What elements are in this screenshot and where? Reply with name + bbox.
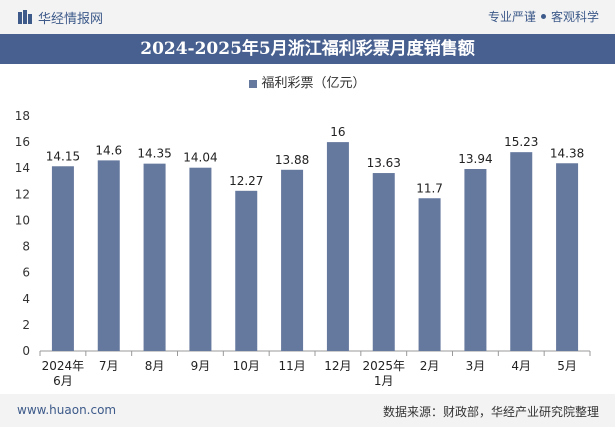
website-link[interactable]: www.huaon.com	[17, 403, 117, 417]
tagline-separator-dot	[540, 14, 546, 19]
y-tick-label: 18	[15, 109, 30, 123]
data-label: 13.88	[275, 153, 309, 167]
y-tick-label: 6	[22, 266, 30, 280]
data-source: 数据来源：财政部，华经产业研究院整理	[382, 405, 599, 419]
data-label: 13.94	[458, 152, 492, 166]
data-label: 13.63	[367, 156, 401, 170]
bar	[97, 160, 120, 351]
y-tick-label: 12	[15, 187, 30, 201]
x-tick-label: 8月	[145, 359, 165, 373]
x-tick-label: 10月	[233, 359, 260, 373]
data-label: 14.35	[137, 147, 171, 161]
data-label: 14.6	[95, 143, 122, 157]
bar	[235, 190, 258, 351]
tagline-left: 专业严谨	[487, 10, 536, 24]
chart-legend: 福利彩票（亿元）	[0, 72, 615, 91]
top-bar: 华经情报网 专业严谨 客观科学	[0, 0, 615, 34]
bar	[326, 142, 349, 351]
x-tick-label: 6月	[53, 374, 73, 388]
x-tick-label: 12月	[324, 359, 351, 373]
y-tick-label: 4	[22, 292, 30, 306]
bar	[510, 152, 533, 351]
data-label: 14.15	[46, 149, 80, 163]
x-tick-label: 7月	[99, 359, 119, 373]
bar	[281, 169, 304, 351]
bar	[189, 167, 212, 351]
data-label: 12.27	[229, 174, 263, 188]
y-tick-label: 16	[15, 135, 30, 149]
y-tick-label: 2	[22, 318, 30, 332]
legend-label: 福利彩票（亿元）	[261, 76, 366, 91]
bar	[51, 166, 74, 351]
y-tick-label: 8	[22, 240, 30, 254]
data-label: 14.04	[183, 151, 217, 165]
brand-logo-icon	[18, 10, 32, 24]
x-tick-label: 2025年	[362, 359, 405, 373]
data-label: 15.23	[504, 135, 538, 149]
x-tick-label: 5月	[557, 359, 577, 373]
bar	[143, 163, 166, 351]
bar	[556, 163, 579, 351]
bar	[372, 173, 395, 351]
x-tick-label: 2024年	[42, 359, 85, 373]
footer-bar: www.huaon.com 数据来源：财政部，华经产业研究院整理	[0, 394, 615, 427]
y-tick-label: 10	[15, 213, 30, 227]
y-tick-label: 0	[22, 344, 30, 358]
data-label: 11.7	[416, 181, 443, 195]
x-tick-label: 3月	[466, 359, 486, 373]
data-label: 16	[330, 125, 345, 139]
x-tick-label: 1月	[374, 374, 394, 388]
x-tick-label: 4月	[511, 359, 531, 373]
title-bar: 2024-2025年5月浙江福利彩票月度销售额	[0, 34, 615, 64]
data-label: 14.38	[550, 146, 584, 160]
x-tick-label: 2月	[420, 359, 440, 373]
tagline: 专业严谨 客观科学	[488, 8, 599, 25]
tagline-right: 客观科学	[550, 10, 599, 24]
x-tick-label: 9月	[191, 359, 211, 373]
chart-title: 2024-2025年5月浙江福利彩票月度销售额	[140, 39, 475, 59]
brand-name: 华经情报网	[38, 12, 104, 27]
x-tick-label: 11月	[278, 359, 305, 373]
legend-swatch	[249, 79, 258, 88]
y-tick-label: 14	[15, 161, 30, 175]
bar	[418, 198, 441, 351]
bar	[464, 169, 487, 351]
